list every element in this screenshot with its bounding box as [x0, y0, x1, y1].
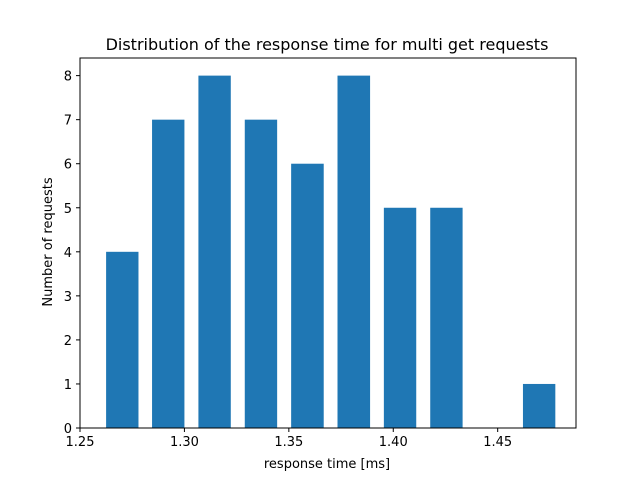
- y-tick-label-7: 6: [64, 158, 72, 173]
- plot-frame: [79, 57, 577, 429]
- histogram-bar-5: [291, 163, 324, 428]
- y-tick-label-3: 2: [64, 334, 72, 349]
- y-tick-label-8: 7: [64, 114, 72, 129]
- histogram-bar-10: [522, 383, 556, 428]
- x-tick-label-2: 1.30: [170, 435, 199, 450]
- y-axis-label: Number of requests: [41, 177, 56, 306]
- x-tick-label-3: 1.35: [274, 435, 303, 450]
- histogram-bar-1: [106, 251, 139, 428]
- y-tick-label-2: 1: [64, 378, 72, 393]
- y-tick-label-5: 4: [64, 246, 72, 261]
- y-axis-ticks: 0 1 2 3 4 5 6 7 8: [64, 70, 80, 437]
- histogram-bar-3: [198, 75, 231, 428]
- x-axis-ticks: 1.25 1.30 1.35 1.40 1.45: [66, 428, 512, 450]
- x-tick-label-5: 1.45: [483, 435, 512, 450]
- y-tick-label-4: 3: [64, 290, 72, 305]
- histogram-bar-4: [244, 119, 278, 429]
- bars-group: [106, 75, 556, 429]
- x-axis-label: response time [ms]: [264, 457, 390, 472]
- histogram-bar-7: [383, 207, 417, 428]
- y-tick-label-6: 5: [64, 202, 72, 217]
- x-tick-label-4: 1.40: [379, 435, 408, 450]
- histogram-bar-6: [337, 75, 371, 428]
- histogram-bar-2: [152, 119, 185, 429]
- histogram-bar-8: [430, 207, 463, 428]
- y-tick-label-1: 0: [64, 422, 72, 437]
- x-tick-label-1: 1.25: [66, 435, 95, 450]
- chart-title: Distribution of the response time for mu…: [106, 35, 549, 54]
- y-tick-label-9: 8: [64, 70, 72, 85]
